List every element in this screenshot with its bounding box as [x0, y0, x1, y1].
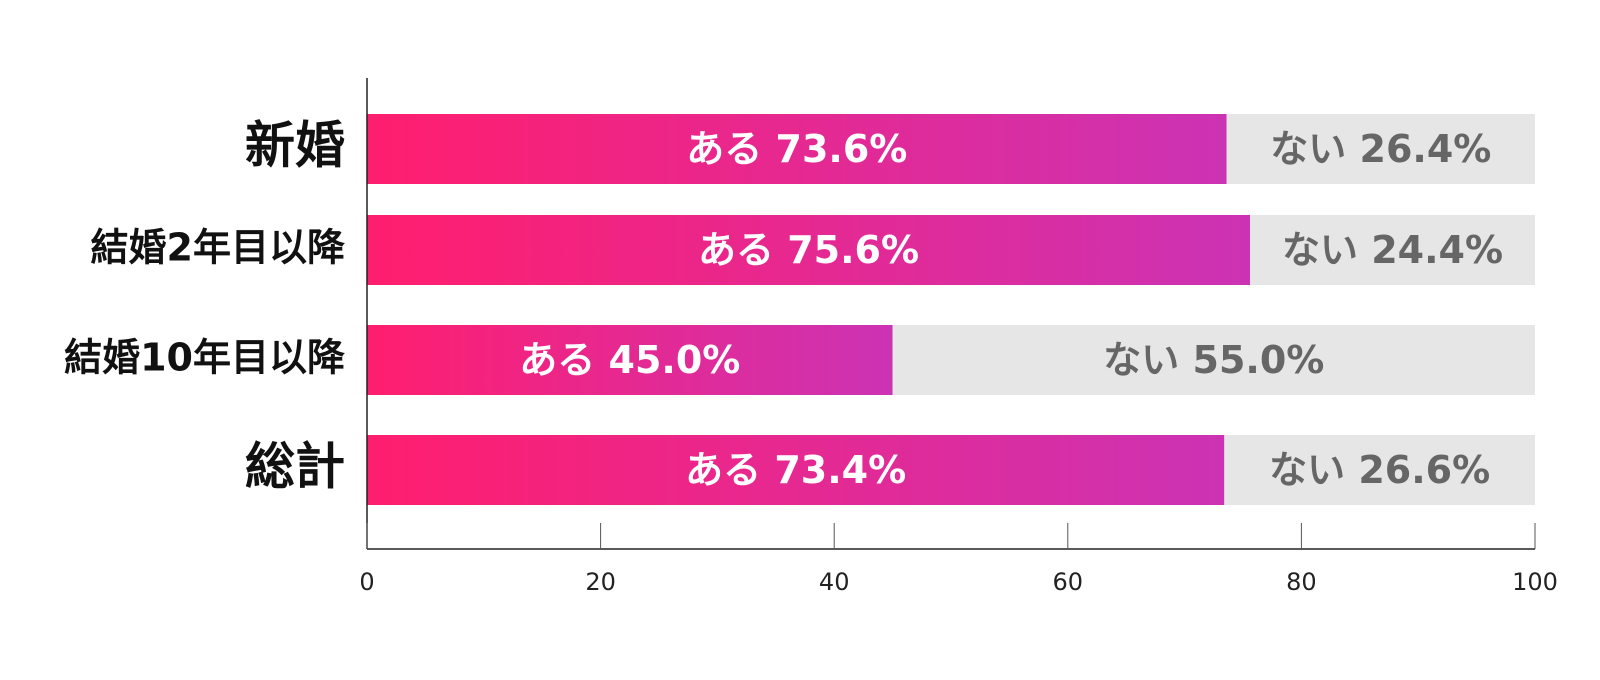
bar-segment [367, 215, 1251, 285]
value-text: 55.0% [1193, 338, 1325, 382]
value-label: ない 26.6% [1269, 448, 1490, 492]
bar-segment [367, 114, 1227, 184]
category-label: 結婚10年目以降 [64, 336, 345, 380]
series-name: ある [685, 448, 761, 492]
value-label: ある 45.0% [519, 338, 740, 382]
value-label: ない 26.4% [1270, 127, 1491, 171]
x-tick-label: 60 [1053, 568, 1084, 596]
series-name: ない [1103, 338, 1179, 382]
category-label: 総計 [245, 438, 345, 496]
bar-segment [1250, 215, 1535, 285]
value-text: 73.4% [774, 448, 906, 492]
series-name: ない [1269, 448, 1345, 492]
bar-segment [367, 435, 1225, 505]
series-name: ある [698, 228, 774, 272]
series-name: ある [519, 338, 595, 382]
value-label: ある 73.6% [686, 127, 907, 171]
x-tick-label: 20 [585, 568, 616, 596]
x-tick-label: 0 [359, 568, 374, 596]
bar-segment [892, 325, 1535, 395]
value-text: 26.6% [1358, 448, 1490, 492]
value-text: 75.6% [787, 228, 919, 272]
series-name: ない [1270, 127, 1346, 171]
value-label: ある 75.6% [698, 228, 919, 272]
series-name: ある [686, 127, 762, 171]
value-label: ない 24.4% [1282, 228, 1503, 272]
value-text: 45.0% [609, 338, 741, 382]
bar-segment [1226, 114, 1535, 184]
series-name: ない [1282, 228, 1358, 272]
x-tick-label: 40 [819, 568, 850, 596]
value-text: 73.6% [776, 127, 908, 171]
category-label: 結婚2年目以降 [91, 226, 345, 270]
category-label: 新婚 [245, 117, 345, 175]
value-label: ない 55.0% [1103, 338, 1324, 382]
x-tick-label: 80 [1286, 568, 1317, 596]
x-tick-label: 100 [1512, 568, 1558, 596]
value-text: 24.4% [1371, 228, 1503, 272]
bar-segment [367, 325, 893, 395]
bar-segment [1224, 435, 1535, 505]
value-label: ある 73.4% [685, 448, 906, 492]
value-text: 26.4% [1360, 127, 1492, 171]
